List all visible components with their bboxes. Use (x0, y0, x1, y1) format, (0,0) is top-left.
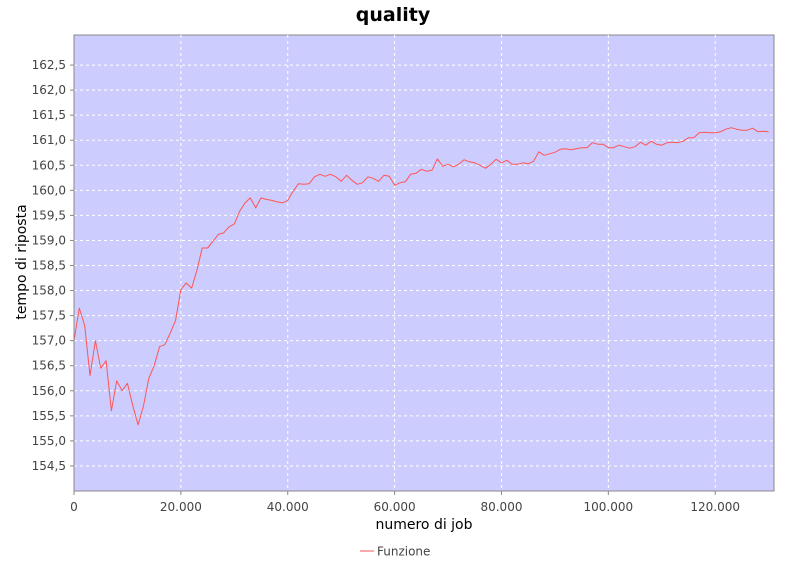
y-tick-label: 161,0 (32, 133, 66, 147)
y-tick-label: 160,0 (32, 183, 66, 197)
gridlines (74, 35, 774, 491)
y-tick-label: 162,5 (32, 58, 66, 72)
y-axis-label: tempo di riposta (14, 204, 30, 319)
plot-area (73, 34, 775, 492)
y-axis-ticks: 154,5 155,0 155,5 156,0 156,5 157,0 157,5 158,0… (32, 58, 74, 473)
x-tick-label: 120.000 (690, 500, 740, 514)
x-tick-label: 20.000 (160, 500, 202, 514)
data-line-layer (73, 127, 769, 426)
x-tick-label: 80.000 (480, 500, 522, 514)
y-tick-label: 154,5 (32, 459, 66, 473)
y-tick-label: 158,0 (32, 284, 66, 298)
x-tick-label: 60.000 (374, 500, 416, 514)
y-tick-label: 158,5 (32, 259, 66, 273)
y-tick-label: 157,5 (32, 309, 66, 323)
y-tick-label: 161,5 (32, 108, 66, 122)
y-tick-label: 159,5 (32, 208, 66, 222)
legend-label: Funzione (377, 545, 430, 559)
x-axis-label: numero di job (375, 517, 472, 533)
x-tick-label: 0 (70, 500, 78, 514)
y-tick-label: 159,0 (32, 233, 66, 247)
x-tick-label: 100.000 (584, 500, 634, 514)
y-tick-label: 157,0 (32, 334, 66, 348)
x-tick-label: 40.000 (267, 500, 309, 514)
x-axis-ticks: 0 20.000 40.000 60.000 80.000 100.000 120.000 (70, 491, 740, 514)
chart-title: quality (356, 4, 431, 26)
y-tick-label: 156,5 (32, 359, 66, 373)
y-tick-label: 160,5 (32, 158, 66, 172)
y-tick-label: 156,0 (32, 384, 66, 398)
y-tick-label: 155,5 (32, 409, 66, 423)
legend: Funzione (360, 545, 430, 559)
series-line (73, 127, 769, 426)
y-tick-label: 155,0 (32, 434, 66, 448)
y-tick-label: 162,0 (32, 83, 66, 97)
